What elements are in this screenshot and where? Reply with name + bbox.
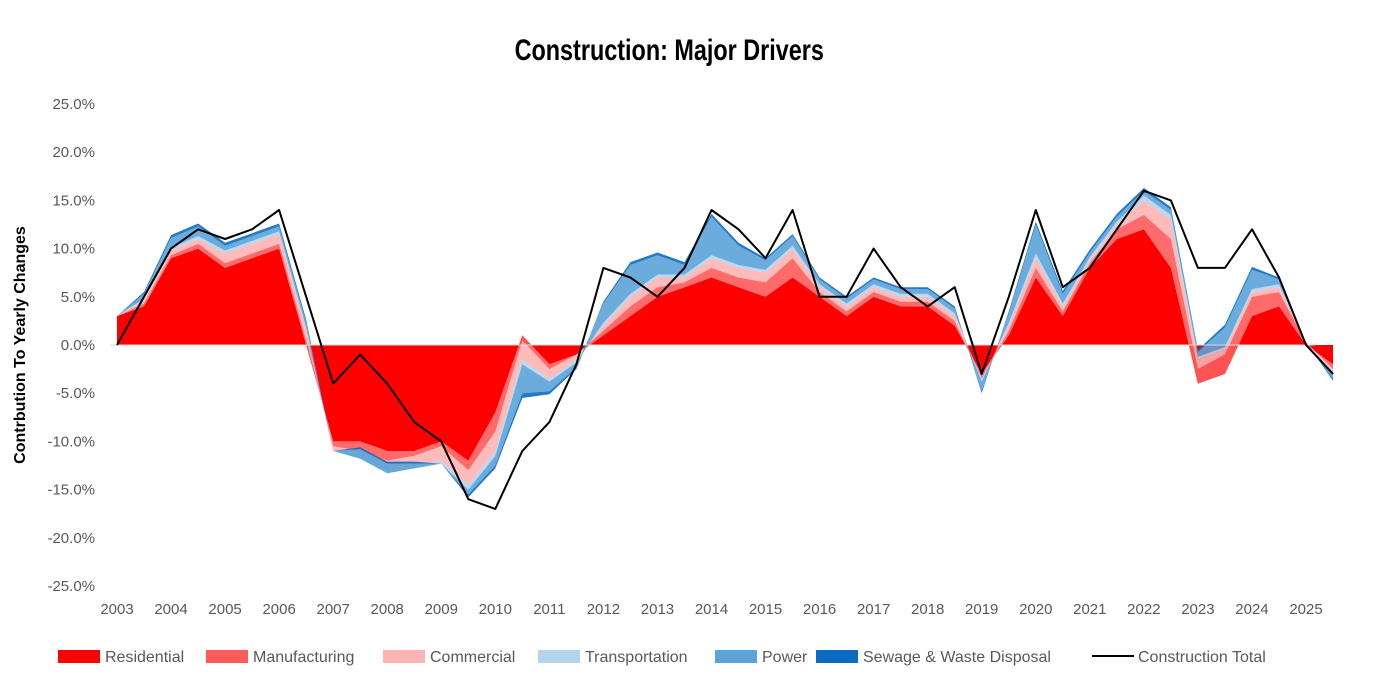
legend: Residential Manufacturing Commercial Transp… bbox=[58, 649, 1266, 666]
y-axis-label: Contrbution To Yearly Changes bbox=[12, 226, 29, 464]
y-tick-label: 5.0% bbox=[61, 289, 95, 306]
y-tick-label: -5.0% bbox=[56, 385, 95, 402]
y-axis-ticks: -25.0% -20.0% -15.0% -10.0% -5.0% 0.0% 5.0% 10.… bbox=[47, 96, 95, 595]
x-tick-label: 2021 bbox=[1073, 601, 1106, 618]
x-tick-label: 2007 bbox=[316, 601, 349, 618]
y-tick-label: 25.0% bbox=[52, 96, 95, 113]
x-tick-label: 2017 bbox=[857, 601, 890, 618]
legend-item-power: Power bbox=[715, 649, 808, 666]
x-tick-label: 2024 bbox=[1235, 601, 1268, 618]
legend-swatch bbox=[538, 650, 580, 663]
y-tick-label: -25.0% bbox=[47, 578, 95, 595]
x-tick-label: 2005 bbox=[208, 601, 241, 618]
x-axis-ticks: 2003 2004 2005 2006 2007 2008 2009 2010 2011 2012… bbox=[100, 601, 1322, 618]
legend-item-construction-total: Construction Total bbox=[1092, 649, 1266, 666]
y-tick-label: -20.0% bbox=[47, 530, 95, 547]
x-tick-label: 2025 bbox=[1289, 601, 1322, 618]
legend-label: Sewage & Waste Disposal bbox=[863, 649, 1051, 666]
stacked-areas bbox=[117, 187, 1333, 498]
x-tick-label: 2011 bbox=[533, 601, 565, 618]
legend-swatch bbox=[383, 650, 425, 663]
y-tick-label: 15.0% bbox=[52, 192, 95, 209]
chart-title: Construction: Major Drivers bbox=[515, 33, 824, 66]
area-power bbox=[117, 190, 1333, 495]
line-construction-total bbox=[116, 189, 1334, 510]
legend-label: Power bbox=[762, 649, 808, 666]
y-tick-label: 20.0% bbox=[52, 144, 95, 161]
legend-item-sewage-waste-disposal: Sewage & Waste Disposal bbox=[816, 649, 1051, 666]
x-tick-label: 2015 bbox=[749, 601, 782, 618]
x-tick-label: 2003 bbox=[100, 601, 133, 618]
y-tick-label: -10.0% bbox=[47, 433, 95, 450]
x-tick-label: 2012 bbox=[587, 601, 620, 618]
legend-label: Construction Total bbox=[1138, 649, 1266, 666]
total-line-group bbox=[116, 189, 1334, 510]
legend-swatch bbox=[58, 650, 100, 663]
legend-label: Transportation bbox=[585, 649, 688, 666]
x-tick-label: 2009 bbox=[425, 601, 458, 618]
x-tick-label: 2022 bbox=[1127, 601, 1160, 618]
y-tick-label: 0.0% bbox=[61, 337, 95, 354]
x-tick-label: 2018 bbox=[911, 601, 944, 618]
x-tick-label: 2008 bbox=[371, 601, 404, 618]
legend-item-transportation: Transportation bbox=[538, 649, 688, 666]
legend-label: Manufacturing bbox=[253, 649, 354, 666]
legend-swatch bbox=[206, 650, 248, 663]
legend-item-residential: Residential bbox=[58, 649, 184, 666]
legend-label: Commercial bbox=[430, 649, 515, 666]
legend-label: Residential bbox=[105, 649, 184, 666]
x-tick-label: 2019 bbox=[965, 601, 998, 618]
legend-item-manufacturing: Manufacturing bbox=[206, 649, 354, 666]
y-tick-label: 10.0% bbox=[52, 241, 95, 258]
legend-swatch bbox=[816, 650, 858, 663]
x-tick-label: 2006 bbox=[262, 601, 295, 618]
legend-item-commercial: Commercial bbox=[383, 649, 515, 666]
x-tick-label: 2004 bbox=[154, 601, 187, 618]
y-tick-label: -15.0% bbox=[47, 482, 95, 499]
legend-swatch bbox=[715, 650, 757, 663]
x-tick-label: 2023 bbox=[1181, 601, 1214, 618]
x-tick-label: 2016 bbox=[803, 601, 836, 618]
x-tick-label: 2020 bbox=[1019, 601, 1052, 618]
x-tick-label: 2010 bbox=[479, 601, 512, 618]
x-tick-label: 2013 bbox=[641, 601, 674, 618]
x-tick-label: 2014 bbox=[695, 601, 728, 618]
